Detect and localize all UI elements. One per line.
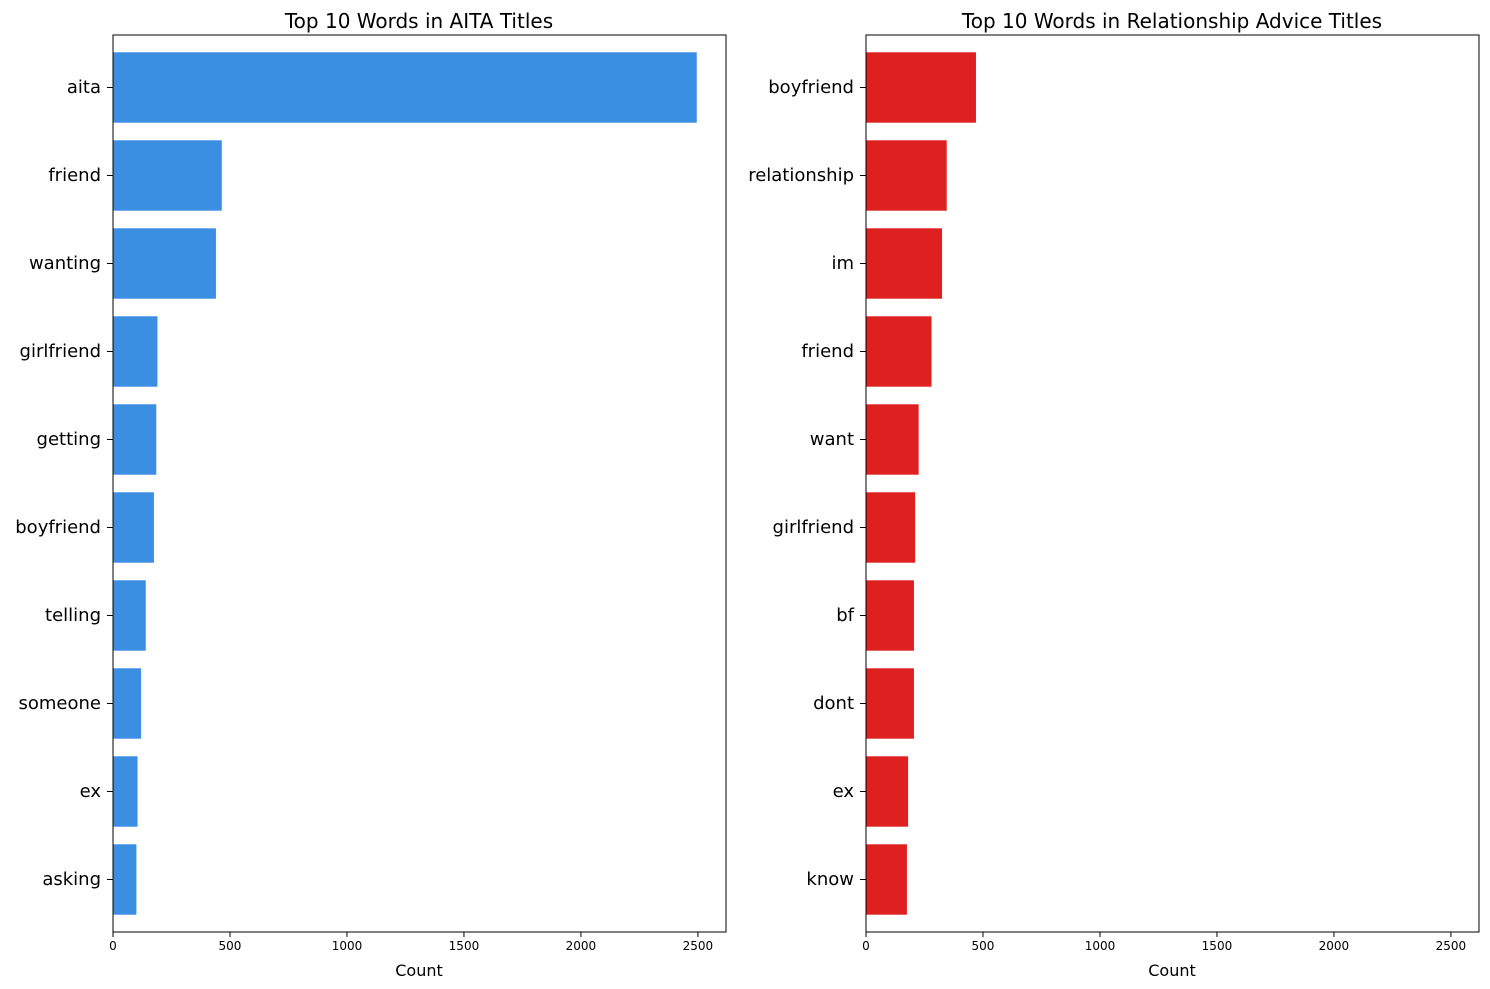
bar-relationship bbox=[866, 140, 947, 211]
bar-aita bbox=[113, 52, 697, 123]
y-tick-label: know bbox=[806, 869, 854, 890]
bar-ex bbox=[113, 756, 138, 827]
bar-girlfriend bbox=[866, 492, 916, 563]
y-tick-label: im bbox=[831, 253, 854, 274]
y-tick-label: girlfriend bbox=[20, 341, 101, 362]
x-tick-label: 1500 bbox=[1202, 939, 1233, 953]
y-tick-label: ex bbox=[833, 781, 855, 802]
y-tick-label: bf bbox=[836, 605, 854, 626]
y-tick-label: want bbox=[810, 429, 854, 450]
bar-im bbox=[866, 228, 943, 299]
x-tick-label: 0 bbox=[862, 939, 870, 953]
bar-know bbox=[866, 844, 907, 915]
bar-dont bbox=[866, 668, 914, 739]
plot-frame bbox=[112, 34, 727, 933]
bar-boyfriend bbox=[866, 52, 976, 123]
y-tick-label: ex bbox=[80, 781, 102, 802]
x-tick-label: 1000 bbox=[332, 939, 363, 953]
bar-girlfriend bbox=[113, 316, 158, 387]
y-tick-label: boyfriend bbox=[768, 77, 854, 98]
x-tick-label: 500 bbox=[219, 939, 242, 953]
y-tick-label: girlfriend bbox=[773, 517, 854, 538]
y-tick-label: getting bbox=[37, 429, 101, 450]
bar-boyfriend bbox=[113, 492, 154, 563]
x-tick-label: 1500 bbox=[449, 939, 480, 953]
x-axis-label: Count bbox=[395, 961, 443, 980]
bar-asking bbox=[113, 844, 137, 915]
y-tick-label: aita bbox=[67, 77, 101, 98]
x-tick-label: 2500 bbox=[683, 939, 714, 953]
x-axis-label: Count bbox=[1148, 961, 1196, 980]
bar-friend bbox=[113, 140, 222, 211]
y-tick-label: telling bbox=[45, 605, 101, 626]
x-tick-label: 0 bbox=[109, 939, 117, 953]
y-tick-label: wanting bbox=[29, 253, 101, 274]
y-tick-label: dont bbox=[813, 693, 854, 714]
x-tick-label: 500 bbox=[972, 939, 995, 953]
y-tick-label: someone bbox=[19, 693, 102, 714]
chart-title: Top 10 Words in Relationship Advice Titl… bbox=[961, 9, 1382, 33]
bar-wanting bbox=[113, 228, 216, 299]
x-tick-label: 2000 bbox=[566, 939, 597, 953]
chart-panel-aita: Top 10 Words in AITA Titles aita friend wa… bbox=[15, 9, 727, 980]
bar-telling bbox=[113, 580, 146, 651]
chart-panel-relationship-advice: Top 10 Words in Relationship Advice Titl… bbox=[748, 9, 1480, 980]
y-tick-label: boyfriend bbox=[15, 517, 101, 538]
chart-title: Top 10 Words in AITA Titles bbox=[284, 9, 553, 33]
plot-frame bbox=[865, 34, 1480, 933]
y-tick-label: relationship bbox=[748, 165, 854, 186]
bar-want bbox=[866, 404, 919, 475]
x-tick-label: 1000 bbox=[1085, 939, 1116, 953]
x-tick-label: 2500 bbox=[1436, 939, 1467, 953]
y-tick-label: asking bbox=[42, 869, 101, 890]
bar-getting bbox=[113, 404, 157, 475]
bar-ex bbox=[866, 756, 909, 827]
bar-bf bbox=[866, 580, 914, 651]
bar-friend bbox=[866, 316, 932, 387]
bar-someone bbox=[113, 668, 142, 739]
x-tick-label: 2000 bbox=[1319, 939, 1350, 953]
y-tick-label: friend bbox=[801, 341, 854, 362]
y-tick-label: friend bbox=[48, 165, 101, 186]
